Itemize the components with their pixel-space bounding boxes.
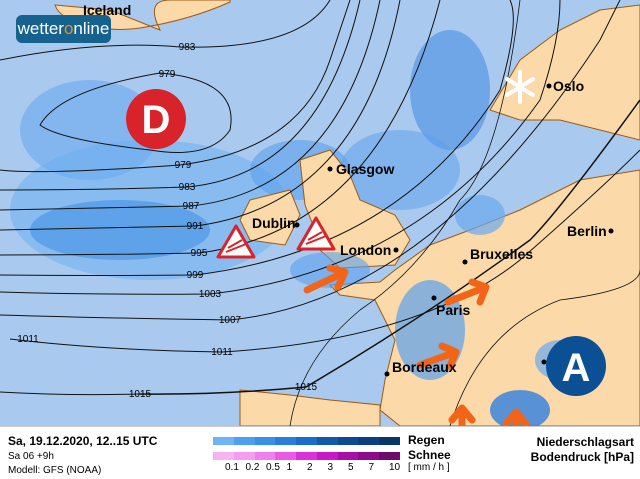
forecast-run: Sa 06 +9h [8,451,54,462]
city-label-oslo: Oslo [553,78,585,94]
isobar-labels: 983 979 979 983 987 991 995 999 1003 100… [17,42,317,400]
precipitation-areas [10,30,490,280]
rain-scale-swatch [254,437,276,445]
logo-text: o [63,19,74,38]
snow-scale-swatch [316,452,338,460]
wind-arrow-icon [416,342,460,370]
snow-scale-swatch [275,452,297,460]
legend: Sa, 19.12.2020, 12..15 UTC Sa 06 +9h Mod… [0,426,640,479]
city-dots [294,83,614,377]
scale-tick-label: 0.5 [266,462,280,473]
wetteronline-logo[interactable]: wetteronline [16,15,111,43]
city-label-dublin: Dublin [252,215,296,231]
isobar-label: 999 [187,270,204,281]
rain-scale-swatch [213,437,234,445]
rain-scale-swatch [316,437,338,445]
city-label-bordeaux: Bordeaux [392,359,457,375]
isobar-label: 1011 [17,334,39,345]
model-name: Modell: GFS (NOAA) [8,465,102,476]
rain-scale-swatch [337,437,359,445]
rain-scale-swatch [296,437,317,445]
isobar-label: 979 [159,69,176,80]
snow-scale-swatch [337,452,359,460]
legend-title-pressure: Bodendruck [hPa] [530,450,634,464]
isobar-label: 983 [179,42,196,53]
legend-title-precip-type: Niederschlagsart [536,435,634,449]
isobar-label: 995 [191,248,208,259]
snow-scale-swatch [213,452,234,460]
high-pressure-marker[interactable]: A [546,336,606,396]
wind-arrow-icon [444,278,490,306]
wind-arrow-icon [502,408,530,426]
rain-scale-swatch [358,437,380,445]
rain-color-scale [213,437,401,445]
low-pressure-label: D [142,98,171,142]
city-label-paris: Paris [436,302,471,318]
storm-warning-icon[interactable] [216,224,256,259]
scale-tick-label: 10 [389,462,401,473]
scale-tick-label: 0.1 [225,462,239,473]
logo-text: wetter [17,19,64,38]
scale-tick-label: 7 [368,462,375,473]
city-label-bruxelles: Bruxelles [470,246,534,262]
rain-scale-swatch [233,437,255,445]
logo-text: nline [73,19,110,38]
wind-arrows [303,264,530,426]
rain-scale-swatch [379,437,401,445]
snow-color-scale [213,452,401,460]
snow-icon [505,70,535,104]
scale-tick-label: 5 [348,462,354,473]
low-pressure-marker[interactable]: D [126,89,186,149]
rain-label: Regen [408,433,445,447]
isobar-label: 1011 [211,347,233,358]
scale-tick-label: 2 [307,462,313,473]
isobar-label: 983 [179,182,196,193]
wind-arrow-icon [303,264,349,294]
city-label-london: London [340,242,392,258]
isobar-label: 1007 [219,315,242,326]
scale-tick-label: 0.2 [245,462,260,473]
isobar-label: 991 [187,221,204,232]
snow-scale-swatch [358,452,380,460]
city-label-glasgow: Glasgow [336,161,395,177]
unit-label: [ mm / h ] [408,462,450,473]
snow-scale-swatch [379,452,401,460]
isobar-label: 979 [175,160,192,171]
forecast-datetime: Sa, 19.12.2020, 12..15 UTC [8,434,158,448]
weather-map[interactable]: 983 979 979 983 987 991 995 999 1003 100… [0,0,640,426]
high-pressure-label: A [562,346,591,390]
snow-scale-swatch [296,452,317,460]
snow-scale-swatch [254,452,276,460]
scale-tick-label: 3 [327,462,334,473]
city-label-iceland: Iceland [83,2,132,18]
city-label-berlin: Berlin [567,223,607,239]
storm-warning-icon[interactable] [296,216,336,251]
isobar-label: 1015 [295,382,318,393]
scale-tick-label: 1 [286,462,293,473]
isobar-label: 1015 [129,389,152,400]
snow-scale-swatch [233,452,255,460]
isobar-label: 987 [183,201,200,212]
wind-arrow-icon [448,404,476,426]
snow-label: Schnee [408,448,451,462]
isobar-label: 1003 [199,289,222,300]
rain-scale-swatch [275,437,297,445]
